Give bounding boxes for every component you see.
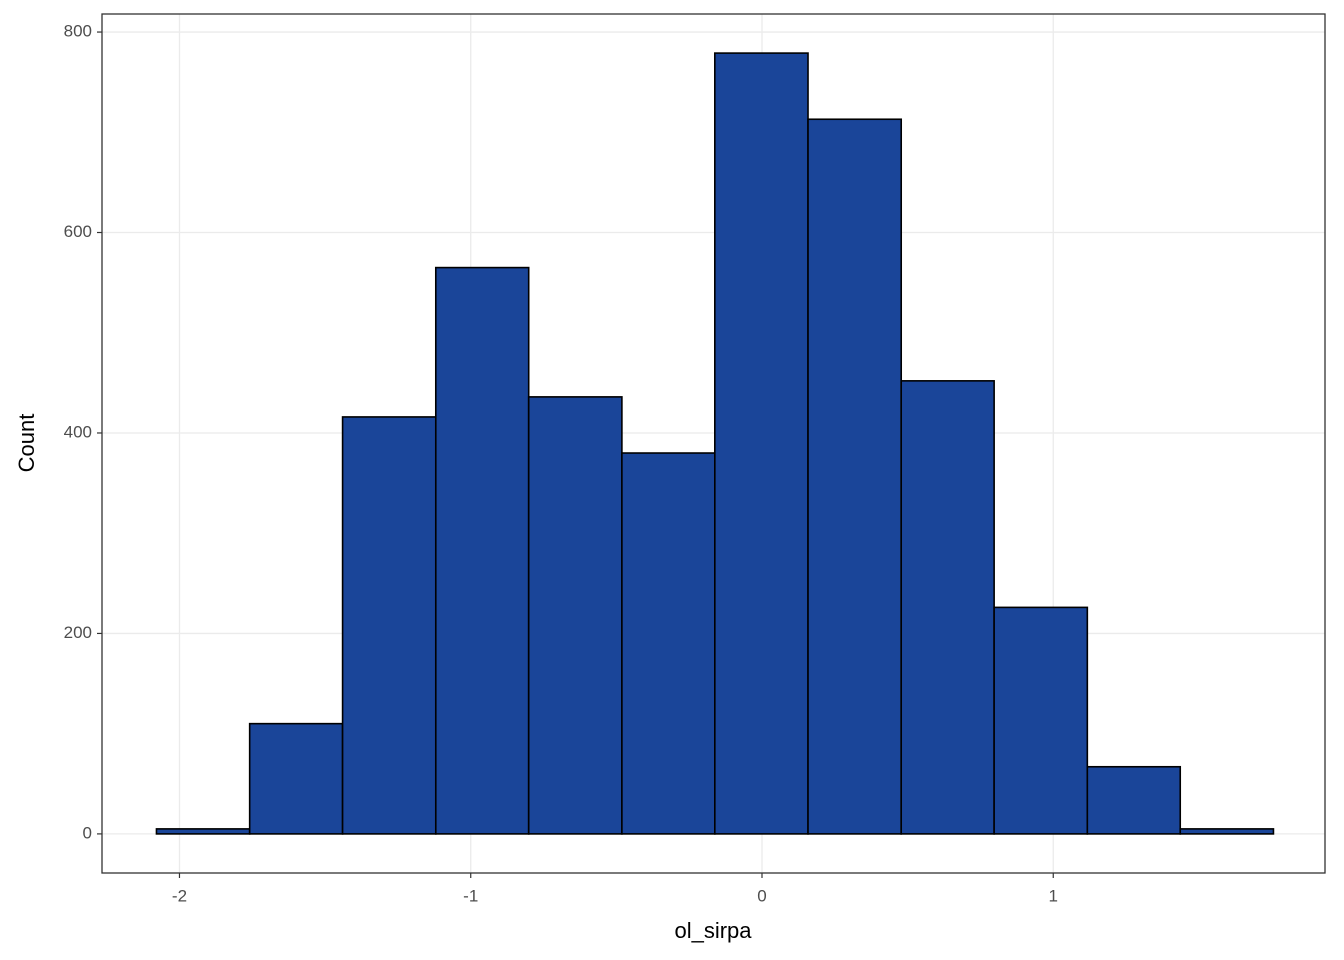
bar: [1179, 828, 1275, 835]
y-tick-label: 800: [64, 22, 92, 41]
bar: [527, 396, 623, 835]
bar: [1086, 765, 1182, 835]
y-tick-label: 0: [83, 823, 92, 842]
bar: [714, 52, 809, 835]
y-tick-label: 600: [64, 222, 92, 241]
bar: [900, 380, 995, 835]
bar: [434, 266, 530, 835]
bar: [341, 416, 437, 835]
bar: [155, 828, 251, 835]
plot-border: [101, 13, 1326, 874]
bar: [621, 452, 716, 835]
y-axis-label: Count: [14, 414, 39, 473]
y-tick-label: 400: [64, 422, 92, 441]
y-tick-label: 200: [64, 623, 92, 642]
x-tick-label: -2: [172, 886, 187, 905]
bar: [248, 722, 344, 835]
x-tick-label: -1: [463, 886, 478, 905]
bar: [993, 606, 1089, 835]
bar: [807, 118, 903, 835]
x-axis-label: ol_sirpa: [674, 918, 752, 943]
x-tick-label: 1: [1049, 886, 1058, 905]
x-tick-label: 0: [757, 886, 766, 905]
